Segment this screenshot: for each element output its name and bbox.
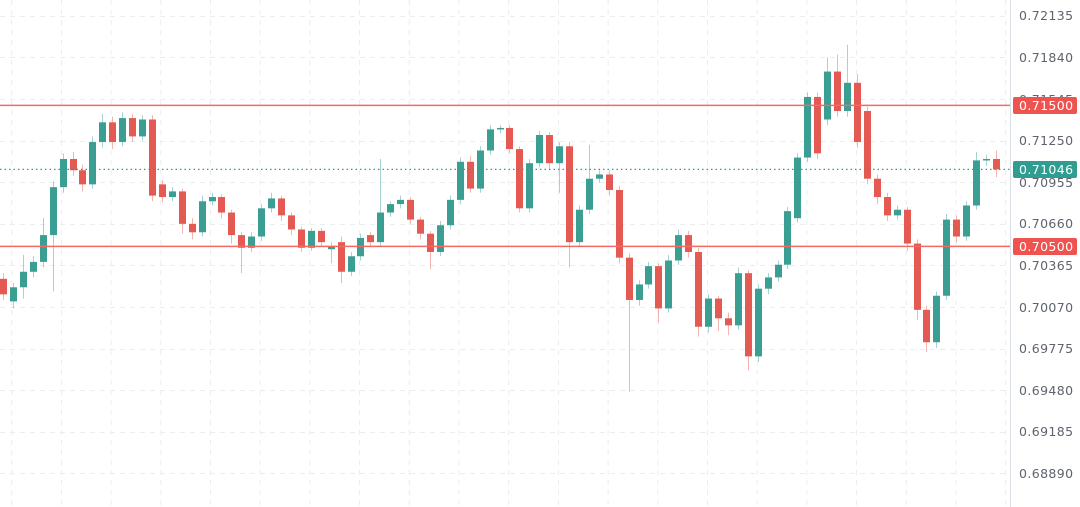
price-tick-label: 0.69480 (1019, 382, 1074, 398)
chart-plot-area[interactable] (0, 0, 1010, 507)
candlestick-canvas (0, 0, 1010, 507)
price-tick-label: 0.70660 (1019, 216, 1074, 232)
price-tick-label: 0.68890 (1019, 465, 1074, 481)
price-tick-label: 0.71250 (1019, 133, 1074, 149)
price-line-badge-upper: 0.71500 (1013, 96, 1077, 114)
price-tick-label: 0.69185 (1019, 424, 1074, 440)
price-tick-label: 0.71840 (1019, 49, 1074, 65)
price-tick-label: 0.70070 (1019, 299, 1074, 315)
price-line-badge-lower: 0.70500 (1013, 237, 1077, 255)
price-axis[interactable]: 0.721350.718400.715450.712500.709550.706… (1010, 0, 1080, 507)
price-tick-label: 0.72135 (1019, 8, 1074, 24)
price-tick-label: 0.70955 (1019, 174, 1074, 190)
last-price-badge: 0.71046 (1013, 160, 1077, 178)
price-tick-label: 0.69775 (1019, 341, 1074, 357)
price-tick-label: 0.70365 (1019, 257, 1074, 273)
